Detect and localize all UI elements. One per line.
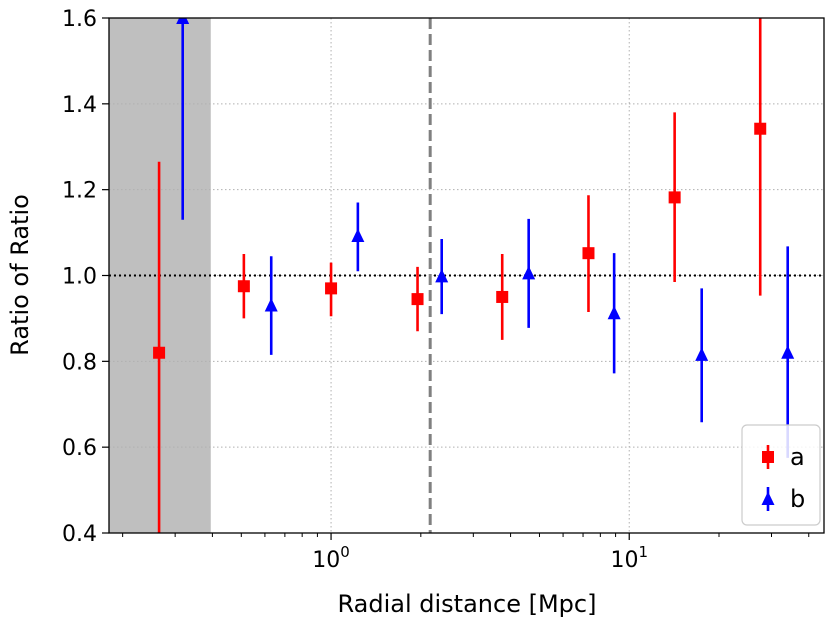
data-point-b — [176, 18, 190, 24]
legend-box — [741, 424, 821, 526]
data-point-a — [325, 282, 338, 295]
y-tick-label: 0.6 — [62, 436, 97, 461]
data-point-b — [781, 345, 795, 359]
legend-label-b: b — [790, 485, 805, 513]
y-tick-label: 1.2 — [62, 179, 97, 204]
reference-lines — [109, 18, 824, 533]
y-axis-label: Ratio of Ratio — [6, 194, 34, 356]
legend-marker-b — [761, 491, 775, 505]
data-point-a — [153, 346, 166, 359]
grid-lines — [109, 18, 824, 533]
data-point-a — [496, 290, 509, 303]
data-point-b — [264, 298, 278, 312]
data-point-a — [582, 247, 595, 260]
data-point-a — [411, 293, 424, 306]
series-b — [176, 18, 795, 458]
y-tick-label: 1.6 — [62, 7, 97, 32]
data-point-a — [237, 280, 250, 293]
data-marks — [153, 18, 795, 533]
data-point-b — [351, 228, 365, 243]
data-point-b — [695, 347, 709, 361]
y-tick-label: 1.4 — [62, 93, 97, 118]
series-a — [153, 18, 767, 533]
x-tick-label: 101 — [610, 543, 648, 573]
y-tick-label: 0.8 — [62, 350, 97, 375]
legend-marker-a — [762, 451, 774, 463]
data-point-b — [607, 305, 621, 320]
x-tick-label: 100 — [312, 543, 350, 573]
legend-item-a: a — [762, 443, 805, 471]
y-tick-label: 1.0 — [62, 265, 97, 290]
legend: ab — [741, 424, 821, 526]
legend-label-a: a — [790, 443, 805, 471]
data-point-b — [522, 265, 536, 280]
y-tick-label: 0.4 — [62, 522, 97, 547]
legend-item-b: b — [761, 485, 805, 513]
x-axis-label: Radial distance [Mpc] — [338, 590, 597, 618]
data-point-a — [754, 122, 767, 135]
axis-ticks: 0.4 0.6 0.8 1.0 1.2 1.4 1.6 100 101 — [62, 7, 810, 573]
data-point-b — [435, 268, 449, 283]
data-point-a — [668, 191, 681, 204]
